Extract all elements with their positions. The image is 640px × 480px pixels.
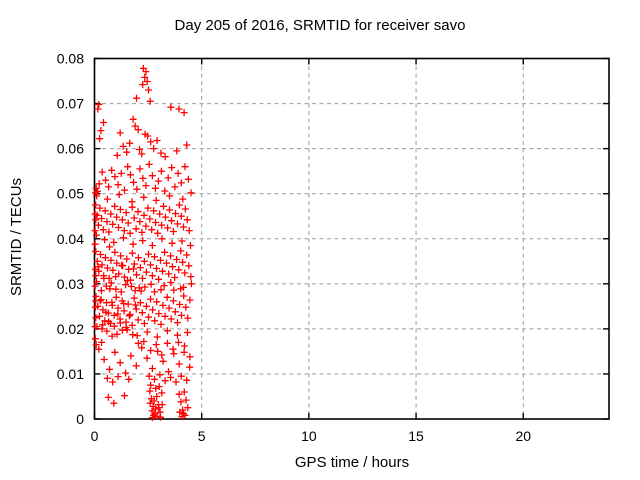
grid-lines [94, 58, 609, 419]
tick-labels: 0 5 10 15 20 0 0.01 0.02 0.03 0.04 0.05 0.06 0.07 0.0… [57, 51, 531, 445]
y-tick-label: 0.04 [57, 231, 84, 247]
y-tick-label: 0.06 [57, 141, 84, 157]
data-points [91, 64, 195, 422]
y-tick-label: 0.01 [57, 366, 84, 382]
y-tick-label: 0.03 [57, 276, 84, 292]
x-axis-label: GPS time / hours [294, 454, 410, 471]
x-tick-label: 10 [301, 428, 317, 444]
y-tick-label: 0.08 [57, 51, 84, 67]
y-tick-label: 0.07 [57, 96, 84, 112]
x-tick-label: 15 [408, 428, 424, 444]
y-tick-label: 0 [76, 411, 84, 427]
x-tick-label: 20 [515, 428, 531, 444]
y-tick-label: 0.05 [57, 186, 84, 202]
x-tick-label: 5 [198, 428, 206, 444]
x-tick-label: 0 [91, 428, 99, 444]
y-tick-label: 0.02 [57, 321, 84, 337]
chart-title: Day 205 of 2016, SRMTID for receiver sav… [174, 17, 466, 34]
